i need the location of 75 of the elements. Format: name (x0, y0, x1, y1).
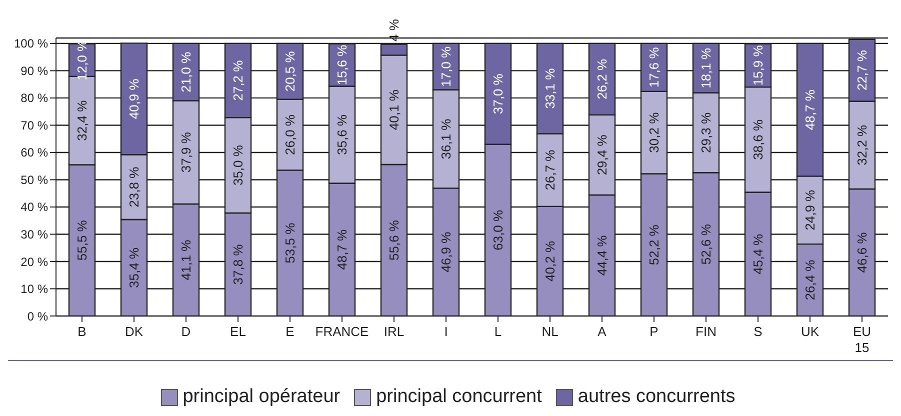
data-label: 40,1 % (386, 89, 402, 130)
data-label: 63,0 % (490, 209, 506, 250)
y-tick-label: 100 % (14, 36, 48, 51)
y-tick-label: 70 % (20, 118, 48, 132)
y-tick-label: 0 % (27, 309, 48, 324)
data-label: 52,2 % (646, 224, 662, 266)
data-label: 24,9 % (802, 189, 818, 230)
data-label: 20,5 % (282, 50, 298, 92)
x-tick-label: P (650, 324, 658, 339)
data-label: 18,1 % (698, 47, 714, 88)
data-label: 35,0 % (230, 144, 246, 186)
data-label: 55,6 % (386, 220, 402, 260)
y-tick-label: 10 % (20, 282, 48, 296)
x-tick-label: A (598, 324, 607, 339)
x-tick-label: FRANCE (315, 324, 370, 339)
x-tick-label: IRL (384, 324, 404, 339)
data-label: 22,7 % (854, 50, 870, 91)
legend-label: autres concurrents (578, 386, 736, 408)
data-label: 52,6 % (698, 224, 714, 265)
data-label: 37,0 % (490, 73, 506, 114)
x-tick-label: B (78, 324, 86, 339)
data-label: 37,8 % (230, 244, 246, 285)
x-tick-label: EU 15 (852, 324, 872, 355)
data-label: 32,2 % (854, 124, 870, 166)
y-tick-label: 50 % (20, 172, 48, 187)
data-label: 55,5 % (74, 220, 90, 261)
data-label: 40,2 % (542, 240, 558, 282)
y-tick-label: 90 % (20, 64, 48, 78)
data-label: 26,7 % (542, 149, 558, 190)
y-tick-label: 30 % (20, 227, 48, 242)
data-label: 15,9 % (750, 44, 766, 86)
data-label: 41,1 % (178, 239, 194, 280)
data-label: 30,2 % (646, 112, 662, 153)
data-label: 37,9 % (178, 132, 194, 173)
data-label: 40,9 % (126, 78, 142, 120)
y-tick-label: 80 % (20, 91, 48, 106)
y-tick-label: 40 % (20, 200, 48, 214)
legend-label: principal concurrent (376, 386, 542, 408)
data-label: 33,1 % (542, 68, 558, 109)
data-label: 45,4 % (750, 233, 766, 274)
data-label: 48,7 % (802, 89, 818, 130)
data-label: 44,4 % (594, 234, 610, 276)
x-tick-label: UK (800, 324, 820, 339)
x-tick-label: FIN (696, 324, 716, 339)
data-label: 23,8 % (126, 166, 142, 208)
data-label: 27,2 % (230, 60, 246, 101)
data-label: 35,6 % (334, 114, 350, 155)
data-label: 32,4 % (74, 100, 90, 141)
data-label: 29,3 % (698, 112, 714, 153)
x-tick-label: D (181, 324, 191, 339)
data-label: 15,6 % (334, 44, 350, 86)
data-label: 46,6 % (854, 232, 870, 273)
x-tick-label: EL (230, 324, 246, 339)
x-tick-label: S (754, 324, 763, 339)
legend-label: principal opérateur (182, 386, 340, 408)
x-tick-label: NL (542, 324, 558, 339)
y-tick-label: 60 % (20, 146, 48, 160)
data-label: 48,7 % (334, 228, 350, 270)
data-label: 26,0 % (282, 114, 298, 155)
x-tick-label: I (444, 324, 448, 339)
data-label: 26,2 % (594, 58, 610, 100)
data-label: 26,4 % (802, 259, 818, 300)
y-tick-label: 20 % (20, 254, 48, 269)
data-label: 17,6 % (646, 46, 662, 88)
data-label: 17,0 % (438, 46, 454, 87)
data-label: 46,9 % (438, 231, 454, 272)
data-label: 29,4 % (594, 134, 610, 176)
data-label: 35,4 % (126, 247, 142, 288)
x-tick-label: E (286, 324, 295, 339)
data-label: 21,0 % (178, 51, 194, 92)
x-tick-label: DK (124, 324, 144, 339)
data-label: 36,1 % (438, 118, 454, 160)
data-label: 53,5 % (282, 222, 298, 264)
data-label: 38,6 % (750, 118, 766, 160)
x-tick-label: L (494, 324, 502, 339)
